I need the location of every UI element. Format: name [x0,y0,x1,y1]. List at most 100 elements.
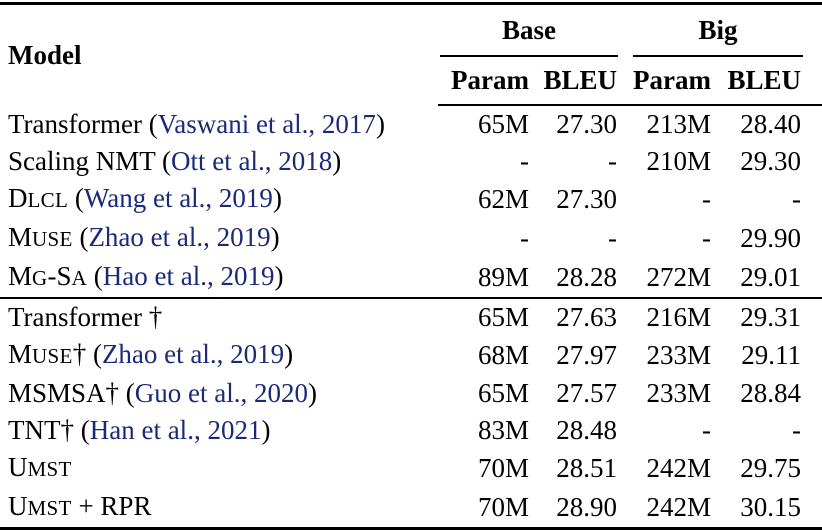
table-section-reimplemented: Transformer † 65M 27.63 216M 29.31 MUSE†… [0,298,822,529]
base-bleu-cell: 27.97 [556,340,617,370]
big-param-cell: 242M [646,453,711,483]
table-header: Model Base Big Param BLEU Param BLEU [0,4,822,106]
model-name-text: † ( [72,339,102,369]
group-header-big-label: Big [698,15,738,45]
model-name-cell: DLCL (Wang et al., 2019) [0,180,438,219]
big-param-cell: - [702,184,711,214]
base-bleu-cell: 28.90 [556,492,617,522]
big-bleu-cell: 29.31 [740,302,802,332]
base-bleu-cell: - [608,223,617,253]
big-param-cell: 233M [646,340,711,370]
model-name-cell: TNT† (Han et al., 2021) [0,412,438,449]
table-row: Scaling NMT (Ott et al., 2018) - - 210M … [0,143,822,180]
table-row: MG-SA (Hao et al., 2019) 89M 28.28 272M … [0,258,822,298]
table-row: UMST 70M 28.51 242M 29.75 [0,449,822,488]
big-param-cell: 213M [646,109,711,139]
model-name-cell: Transformer (Vaswani et al., 2017) [0,105,438,143]
big-bleu-cell: 29.11 [741,340,802,370]
big-param-cell: - [702,223,711,253]
model-name-text: Transformer † [8,302,163,332]
big-bleu-cell: 30.15 [740,492,802,522]
table-row: Transformer † 65M 27.63 216M 29.31 [0,298,822,336]
big-param-cell: - [702,415,711,445]
model-name-text: ) [272,183,282,213]
model-name-text: USE [32,344,73,368]
subheader-big-param: Param [620,57,714,106]
model-name-text: TNT† ( [8,415,90,445]
base-bleu-cell: 27.30 [556,109,617,139]
citation-link[interactable]: Hao et al., 2019 [102,261,275,291]
base-param-cell: 62M [477,184,529,214]
table-row: MSMSA† (Guo et al., 2020) 65M 27.57 233M… [0,375,822,412]
citation-link[interactable]: Zhao et al., 2019 [88,222,271,252]
subheader-big-bleu: BLEU [714,57,822,106]
model-name-cell: UMST [0,449,438,488]
base-param-cell: 70M [477,492,529,522]
big-param-cell: 216M [646,302,711,332]
base-bleu-cell: - [608,146,617,176]
subheader-base-param: Param [438,57,532,106]
base-param-cell: - [520,223,529,253]
model-name-text: ( [72,222,89,252]
model-name-text: ) [270,222,280,252]
model-name-text: M [8,261,33,291]
base-bleu-cell: 27.63 [556,302,617,332]
table-row: DLCL (Wang et al., 2019) 62M 27.30 - - [0,180,822,219]
base-bleu-cell: 27.30 [556,184,617,214]
citation-link[interactable]: Zhao et al., 2019 [101,339,285,369]
model-name-text: U [8,452,28,482]
big-param-cell: 233M [646,378,711,408]
big-bleu-cell: - [792,415,802,445]
model-name-text: D [8,183,28,213]
base-param-cell: 65M [477,302,529,332]
model-name-text: USE [32,227,73,251]
citation-link[interactable]: Guo et al., 2020 [134,378,309,408]
big-param-cell: 210M [646,146,711,176]
model-name-text: A [71,266,88,290]
model-name-text: MST [27,457,72,481]
base-param-cell: 83M [477,415,529,445]
model-name-text: ( [87,261,103,291]
group-header-big: Big [620,4,822,57]
big-bleu-cell: 29.75 [740,453,802,483]
model-name-cell: MSMSA† (Guo et al., 2020) [0,375,438,412]
model-name-text: ) [274,261,284,291]
citation-link[interactable]: Wang et al., 2019 [83,183,273,213]
model-name-text: MST [27,496,72,520]
base-bleu-cell: 28.48 [556,415,617,445]
model-name-text: G [32,266,48,290]
big-bleu-cell: 28.84 [740,378,802,408]
model-name-text: M [8,222,33,252]
group-header-base: Base [438,4,620,57]
base-param-cell: 70M [477,453,529,483]
subheader-base-bleu: BLEU [532,57,620,106]
model-name-text: U [8,491,28,521]
group-header-big-rule: Big [633,5,804,57]
base-param-cell: 65M [477,378,529,408]
model-name-text: + RPR [71,491,152,521]
table-section-published: Transformer (Vaswani et al., 2017) 65M 2… [0,105,822,298]
model-name-cell: MUSE† (Zhao et al., 2019) [0,336,438,375]
citation-link[interactable]: Han et al., 2021 [89,415,262,445]
table-row: MUSE† (Zhao et al., 2019) 68M 27.97 233M… [0,336,822,375]
model-name-cell: MG-SA (Hao et al., 2019) [0,258,438,298]
table-row: TNT† (Han et al., 2021) 83M 28.48 - - [0,412,822,449]
big-bleu-cell: 29.01 [740,262,802,292]
base-bleu-cell: 28.51 [556,453,617,483]
citation-link[interactable]: Ott et al., 2018 [171,146,333,176]
citation-link[interactable]: Vaswani et al., 2017 [157,108,376,139]
big-bleu-cell: 29.90 [740,223,802,253]
table-row: MUSE (Zhao et al., 2019) - - - 29.90 [0,219,822,258]
model-name-cell: Scaling NMT (Ott et al., 2018) [0,143,438,180]
model-name-cell: MUSE (Zhao et al., 2019) [0,219,438,258]
model-name-text: M [8,339,33,369]
model-name-text: ) [332,146,342,176]
model-name-text: ) [284,339,294,369]
base-bleu-cell: 28.28 [556,262,617,292]
base-param-cell: 68M [477,340,529,370]
model-name-text: MSMSA† ( [8,378,135,408]
model-name-text: LCL [27,188,69,212]
model-name-cell: UMST + RPR [0,488,438,529]
base-param-cell: 89M [477,262,529,292]
